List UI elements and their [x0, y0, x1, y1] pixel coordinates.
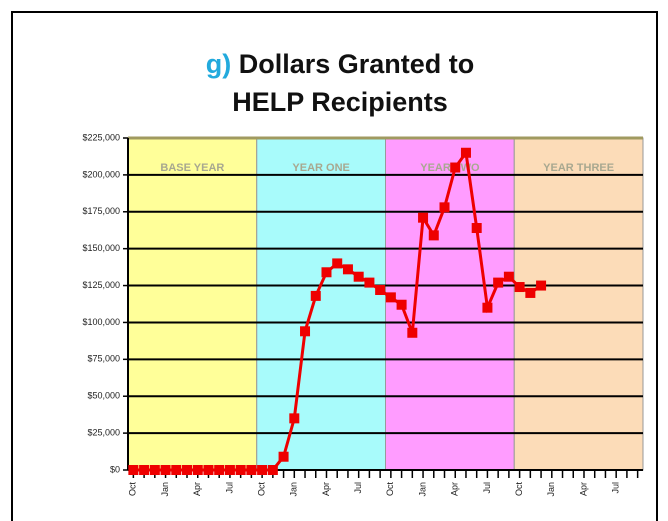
point	[364, 277, 375, 288]
x-tick-label: Apr	[450, 482, 460, 496]
point	[460, 147, 471, 158]
point	[182, 465, 193, 475]
band-label: BASE YEAR	[160, 162, 224, 174]
band-label: YEAR ONE	[292, 162, 349, 174]
x-tick-label: Oct	[385, 482, 395, 497]
band-label: YEAR TWO	[420, 162, 480, 174]
point	[375, 284, 386, 295]
x-tick-label: Jan	[417, 482, 427, 497]
y-tick-label: $200,000	[82, 169, 120, 179]
y-tick-label: $50,000	[87, 391, 120, 401]
x-tick-label: Apr	[192, 482, 202, 496]
point	[321, 267, 332, 278]
y-tick-label: $125,000	[82, 280, 120, 290]
x-tick-label: Apr	[578, 482, 588, 496]
point	[342, 264, 353, 275]
point	[278, 451, 289, 462]
band-label: YEAR THREE	[543, 162, 614, 174]
point	[257, 465, 268, 475]
x-tick-label: Oct	[514, 482, 524, 497]
point	[525, 287, 536, 298]
point	[171, 465, 182, 475]
point	[332, 258, 343, 269]
x-tick-label: Oct	[128, 482, 138, 497]
band	[513, 137, 644, 471]
point	[439, 202, 450, 213]
point	[235, 465, 246, 475]
title-line: HELP Recipients	[232, 87, 448, 117]
title-line: Dollars Granted to	[239, 49, 475, 79]
x-tick-label: Jul	[353, 482, 363, 494]
point	[514, 282, 525, 293]
y-tick-label: $175,000	[82, 206, 120, 216]
panel-label: g)	[206, 49, 231, 79]
point	[418, 212, 429, 223]
point	[536, 280, 547, 291]
point	[128, 465, 139, 475]
x-tick-label: Jan	[289, 482, 299, 497]
point	[267, 465, 278, 475]
point	[407, 327, 418, 338]
band	[127, 137, 258, 471]
point	[224, 465, 235, 475]
x-tick-label: Apr	[321, 482, 331, 496]
point	[450, 162, 461, 173]
x-tick-label: Jul	[611, 482, 621, 494]
chart-title: g) Dollars Granted to	[206, 49, 475, 79]
point	[246, 465, 257, 475]
x-tick-label: Jul	[482, 482, 492, 494]
point	[396, 299, 407, 310]
point	[503, 271, 514, 282]
y-tick-label: $100,000	[82, 317, 120, 327]
point	[160, 465, 171, 475]
point	[289, 413, 300, 424]
y-tick-label: $75,000	[87, 354, 120, 364]
point	[353, 271, 364, 282]
band	[256, 137, 386, 471]
y-tick-label: $150,000	[82, 243, 120, 253]
x-tick-label: Jul	[224, 482, 234, 494]
point	[300, 326, 311, 337]
point	[471, 223, 482, 234]
point	[139, 465, 150, 475]
x-tick-label: Jan	[546, 482, 556, 497]
point	[214, 465, 225, 475]
x-tick-label: Oct	[256, 482, 266, 497]
point	[149, 465, 160, 475]
point	[493, 277, 504, 288]
y-tick-label: $0	[110, 464, 120, 474]
point	[482, 302, 493, 313]
x-tick-label: Jan	[160, 482, 170, 497]
y-tick-label: $25,000	[87, 427, 120, 437]
y-tick-label: $225,000	[82, 132, 120, 142]
point	[310, 290, 321, 301]
point	[192, 465, 203, 475]
point	[428, 230, 439, 241]
band	[385, 137, 515, 471]
point	[385, 292, 396, 303]
point	[203, 465, 214, 475]
